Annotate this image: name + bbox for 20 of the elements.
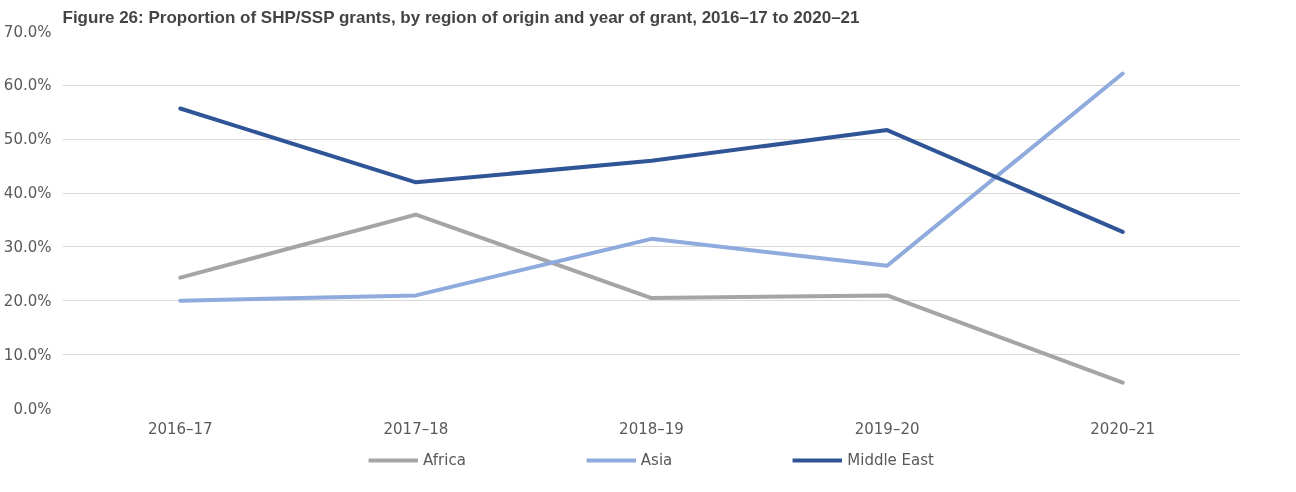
line-series <box>178 106 1125 234</box>
legend-label: Middle East <box>847 451 934 469</box>
x-tick-label: 2017–18 <box>383 419 449 438</box>
y-tick-label: 50.0% <box>3 130 52 149</box>
x-tick-label: 2019–20 <box>854 419 920 438</box>
y-tick-label: 30.0% <box>3 237 52 256</box>
y-tick-label: 70.0% <box>3 22 52 41</box>
line-series <box>178 71 1125 303</box>
legend-label: Asia <box>640 451 673 469</box>
y-tick-label: 40.0% <box>3 184 52 203</box>
x-tick-label: 2018–19 <box>619 419 684 438</box>
line-series <box>178 212 1125 385</box>
y-tick-label: 60.0% <box>3 76 52 95</box>
x-tick-label: 2016–17 <box>147 419 213 438</box>
y-tick-label: 20.0% <box>3 291 52 310</box>
x-tick-label: 2020–21 <box>1090 419 1156 438</box>
y-tick-label: 0.0% <box>13 399 52 418</box>
chart-title: Figure 26: Proportion of SHP/SSP grants, by region of origin and year of grant, 2016–17 to 2020–21 <box>62 7 860 27</box>
y-tick-label: 10.0% <box>3 345 52 364</box>
legend-label: Africa <box>423 451 466 469</box>
